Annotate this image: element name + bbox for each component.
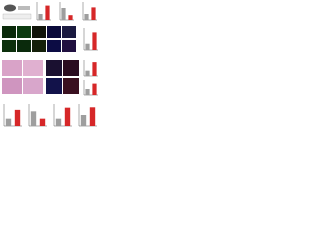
bar xyxy=(68,15,73,20)
bar xyxy=(84,14,89,20)
bar xyxy=(14,109,21,126)
bar xyxy=(92,62,97,76)
bar xyxy=(30,111,37,126)
bar xyxy=(55,118,62,126)
bar xyxy=(92,83,97,95)
histology-panels xyxy=(2,60,79,94)
bar xyxy=(89,107,96,126)
bar xyxy=(92,32,97,50)
fluorescence-row xyxy=(2,26,76,52)
bar xyxy=(85,70,90,76)
bar xyxy=(5,118,12,126)
bar xyxy=(61,8,66,20)
bar xyxy=(64,107,71,126)
bar xyxy=(80,115,87,126)
figure xyxy=(2,2,98,127)
bar xyxy=(45,5,50,20)
page: (() => { const data = JSON.parse(documen… xyxy=(2,2,98,127)
bar xyxy=(85,89,90,95)
bar xyxy=(38,14,43,20)
schematic xyxy=(2,4,32,20)
bar xyxy=(91,7,96,21)
bar xyxy=(39,118,46,126)
bar xyxy=(85,43,90,50)
